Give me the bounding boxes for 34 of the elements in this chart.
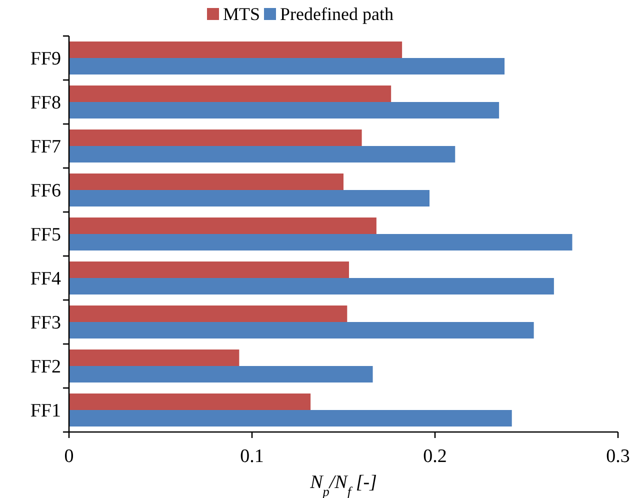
bar xyxy=(69,278,554,294)
bar xyxy=(69,58,505,74)
legend-label: Predefined path xyxy=(280,4,394,24)
bar xyxy=(69,218,376,234)
x-tick-label: 0.2 xyxy=(423,446,447,467)
y-tick-label: FF7 xyxy=(30,136,61,158)
y-tick-label: FF8 xyxy=(30,92,61,114)
bar xyxy=(69,130,362,146)
bar xyxy=(69,394,311,410)
bar xyxy=(69,410,512,426)
x-tick-label: 0 xyxy=(64,446,74,467)
y-tick-label: FF5 xyxy=(30,224,61,246)
bar xyxy=(69,190,430,206)
bar xyxy=(69,102,500,118)
bar xyxy=(69,262,349,278)
legend-label: MTS xyxy=(223,4,260,24)
bar xyxy=(69,146,456,162)
y-tick-label: FF2 xyxy=(30,356,61,378)
bar xyxy=(69,306,348,322)
bar xyxy=(69,234,572,250)
bar xyxy=(69,350,240,366)
bar xyxy=(69,322,534,338)
bar xyxy=(69,174,344,190)
x-tick-label: 0.3 xyxy=(606,446,630,467)
y-tick-label: FF3 xyxy=(30,312,61,334)
bar xyxy=(69,42,402,58)
bar xyxy=(69,86,392,102)
y-tick-label: FF4 xyxy=(30,268,62,290)
y-tick-label: FF9 xyxy=(30,48,61,70)
y-tick-label: FF1 xyxy=(30,400,61,422)
y-tick-label: FF6 xyxy=(30,180,61,202)
x-axis-title: N$_{p}$/N$_{f}$ [-] xyxy=(309,472,377,498)
x-tick-label: 0.1 xyxy=(240,446,264,467)
bar xyxy=(69,366,373,382)
